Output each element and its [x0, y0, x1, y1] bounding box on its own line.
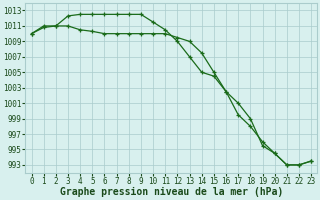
- X-axis label: Graphe pression niveau de la mer (hPa): Graphe pression niveau de la mer (hPa): [60, 187, 283, 197]
